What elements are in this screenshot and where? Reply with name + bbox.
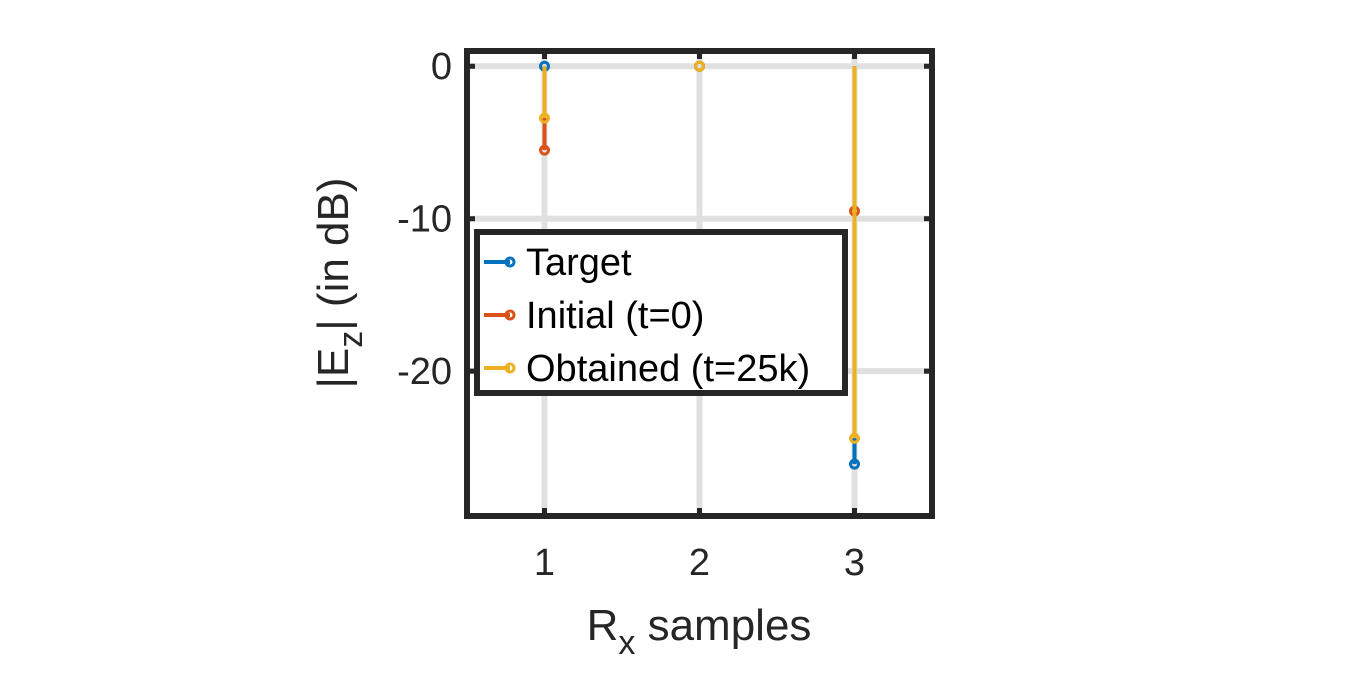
x-axis-label-rest: samples [635,601,811,650]
stem-marker [849,432,860,444]
legend-label: Obtained (t=25k) [526,348,810,390]
stem-marker [539,144,550,156]
x-tick-label: 3 [844,542,865,584]
y-axis-label: |Ez| (in dB) [309,177,370,388]
legend-item: Initial (t=0) [484,295,704,337]
legend-item: Target [484,242,632,284]
y-tick-label: -20 [397,351,452,393]
legend-label: Initial (t=0) [526,295,704,337]
y-axis-label-sub: z [332,331,370,348]
y-axis-label-post: | (in dB) [309,177,358,330]
axis-ticks: 1 2 3 -20 -10 0 [397,46,932,584]
stem-marker [694,60,705,72]
legend: Target Initial (t=0) Obtained (t=25k) [474,229,848,396]
legend-box [474,229,848,396]
legend-items: Target Initial (t=0) Obtained (t=25k) [484,242,810,390]
y-axis-label-pre: |E [309,348,358,389]
series-obtained-t-25k [539,60,860,444]
x-axis-label-sub: x [618,624,635,662]
stem-marker [849,458,860,470]
x-axis-label-main: R [587,601,619,650]
plot-area [539,60,860,470]
stem-marker [539,112,550,124]
x-tick-label: 2 [689,542,710,584]
legend-item: Obtained (t=25k) [484,348,810,390]
y-tick-label: 0 [431,46,452,88]
legend-label: Target [526,242,632,284]
legend-swatch-marker [504,309,516,321]
x-tick-label: 1 [534,542,555,584]
x-axis-label: Rx samples [587,601,812,662]
legend-swatch-marker [504,362,516,374]
y-tick-label: -10 [397,199,452,241]
legend-swatch-marker [504,256,516,268]
